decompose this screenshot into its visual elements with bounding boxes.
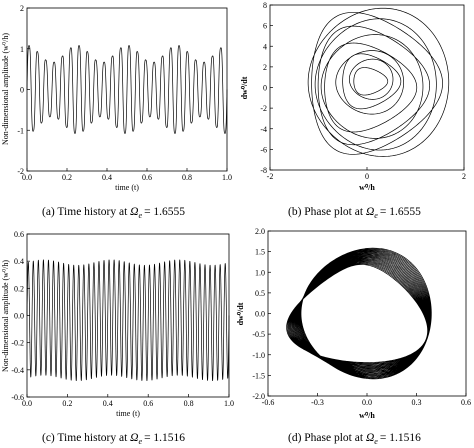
panel-a-ticks: 0.0 0.2 0.4 0.6 0.8 1.0 -2 -1 0 1 2: [17, 4, 232, 182]
panel-d-caption-sub: e: [374, 437, 378, 446]
panel-d-caption-value: = 1.1516: [380, 432, 421, 444]
y-tick-label: 0.0: [255, 310, 265, 319]
x-tick-label: 1.0: [222, 173, 232, 182]
panel-a-xlabel: time (t): [115, 183, 139, 192]
series-line: [26, 45, 228, 134]
x-tick-label: 0.2: [62, 399, 72, 408]
panel-a-caption-text: (a) Time history at: [42, 206, 128, 218]
panel-c-ticks: 0.0 0.2 0.4 0.6 0.8 1.0 -0.6 -0.4 -0.2 0.0 0.2 0.4 0…: [11, 230, 234, 408]
x-tick-label: 0.8: [182, 173, 192, 182]
y-tick-label: 4: [263, 42, 267, 51]
x-tick-label: 0.4: [103, 399, 113, 408]
panel-c: 0.0 0.2 0.4 0.6 0.8 1.0 -0.6 -0.4 -0.2 0.0 0.2 0.4 0…: [1, 230, 234, 446]
y-tick-label: 0: [20, 86, 24, 95]
panel-d: -0.6 -0.3 0.0 0.3 0.6 -2.0 -1.5 -1.0 -0.5 0.0 0.5 1…: [236, 227, 471, 446]
panel-c-caption: (c) Time history at Ωe = 1.1516: [42, 432, 185, 446]
x-tick-label: 0.0: [362, 398, 372, 407]
y-tick-label: 1: [20, 45, 24, 54]
panel-a-ylabel: Non-dimensional amplitude (w⁰/h): [1, 33, 10, 145]
panel-b-caption-sub: e: [374, 211, 378, 220]
panel-a-caption-sub: e: [139, 211, 143, 220]
panel-b-plot-frame: [269, 4, 465, 171]
y-tick-label: 1.0: [255, 268, 265, 277]
panel-d-series: [286, 247, 432, 380]
x-tick-label: 2: [462, 172, 466, 181]
panel-b-caption-text: (b) Phase plot at: [288, 206, 364, 218]
y-tick-label: 6: [263, 22, 267, 31]
y-tick-label: 2: [20, 4, 24, 13]
panel-d-ticks: -0.6 -0.3 0.0 0.3 0.6 -2.0 -1.5 -1.0 -0.5 0.0 0.5 1…: [252, 227, 471, 407]
y-tick-label: 2.0: [255, 227, 265, 236]
y-tick-label: -0.6: [11, 393, 24, 402]
series-line: [286, 247, 432, 380]
x-tick-label: 0.3: [412, 398, 422, 407]
panel-d-caption-param: Ω: [366, 432, 374, 444]
y-tick-label: 8: [263, 1, 267, 10]
panel-a-series: [26, 45, 228, 134]
y-tick-label: -2.0: [252, 392, 265, 401]
y-tick-label: -0.2: [11, 339, 24, 348]
x-tick-label: 0.2: [62, 173, 72, 182]
panel-a-caption-param: Ω: [130, 206, 138, 218]
y-tick-label: -4: [260, 125, 267, 134]
y-tick-label: 0: [263, 84, 267, 93]
y-tick-label: 0.4: [14, 257, 24, 266]
panel-b: -2 0 2 -8 -6 -4 -2 0 2 4 6 8 w⁰/h dw⁰/dt (b) Phase …: [240, 1, 466, 220]
y-tick-label: 1.5: [255, 248, 265, 257]
panel-d-caption-text: (d) Phase plot at: [288, 432, 364, 444]
panel-a: 0.0 0.2 0.4 0.6 0.8 1.0 -2 -1 0 1 2 time (t) Non-d…: [1, 4, 232, 220]
y-tick-label: -0.5: [252, 330, 265, 339]
panel-c-caption-value: = 1.1516: [144, 432, 185, 444]
x-tick-label: -0.3: [311, 398, 324, 407]
panel-a-caption-value: = 1.6555: [144, 206, 185, 218]
y-tick-label: -1: [17, 126, 24, 135]
y-tick-label: 0.0: [14, 312, 24, 321]
panel-c-series: [26, 259, 230, 382]
y-tick-label: 2: [263, 63, 267, 72]
x-tick-label: -0.6: [262, 398, 275, 407]
y-tick-label: -2: [260, 104, 267, 113]
x-tick-label: 0.6: [142, 173, 152, 182]
x-tick-label: 0.6: [143, 399, 153, 408]
panel-b-caption-param: Ω: [366, 206, 374, 218]
series-line: [26, 259, 230, 382]
panel-a-caption: (a) Time history at Ωe = 1.6555: [42, 206, 185, 220]
y-tick-label: 0.5: [255, 289, 265, 298]
y-tick-label: -1.5: [252, 371, 265, 380]
series-line: [307, 7, 450, 157]
x-tick-label: 0.8: [184, 399, 194, 408]
panel-b-ylabel: dw⁰/dt: [240, 76, 249, 99]
panel-b-caption: (b) Phase plot at Ωe = 1.6555: [288, 206, 421, 220]
panel-d-xlabel: w⁰/h: [359, 411, 375, 420]
panel-c-caption-sub: e: [139, 437, 143, 446]
x-tick-label: 1.0: [224, 399, 234, 408]
y-tick-label: -6: [260, 145, 267, 154]
x-tick-label: 0.0: [22, 399, 32, 408]
panel-b-series: [307, 7, 450, 157]
panel-d-ylabel: dw⁰/dt: [236, 302, 245, 325]
x-tick-label: 0.0: [22, 173, 32, 182]
panel-b-xlabel: w⁰/h: [359, 183, 375, 192]
y-tick-label: 0.2: [14, 284, 24, 293]
x-tick-label: 0.6: [461, 398, 471, 407]
panel-c-ylabel: Non-dimensional amplitude (w⁰/h): [1, 260, 10, 372]
y-tick-label: -8: [260, 166, 267, 175]
y-tick-label: 0.6: [14, 230, 24, 239]
panel-b-caption-value: = 1.6555: [380, 206, 421, 218]
x-tick-label: 0.4: [102, 173, 112, 182]
x-tick-label: 0: [365, 172, 369, 181]
x-tick-label: -2: [267, 172, 274, 181]
y-tick-label: -1.0: [252, 351, 265, 360]
panel-c-caption-param: Ω: [130, 432, 138, 444]
panel-d-caption: (d) Phase plot at Ωe = 1.1516: [288, 432, 421, 446]
y-tick-label: -2: [17, 167, 24, 176]
panel-c-xlabel: time (t): [116, 409, 140, 418]
panel-b-ticks: -2 0 2 -8 -6 -4 -2 0 2 4 6 8: [260, 1, 466, 181]
panel-c-caption-text: (c) Time history at: [42, 432, 128, 444]
y-tick-label: -0.4: [11, 366, 24, 375]
